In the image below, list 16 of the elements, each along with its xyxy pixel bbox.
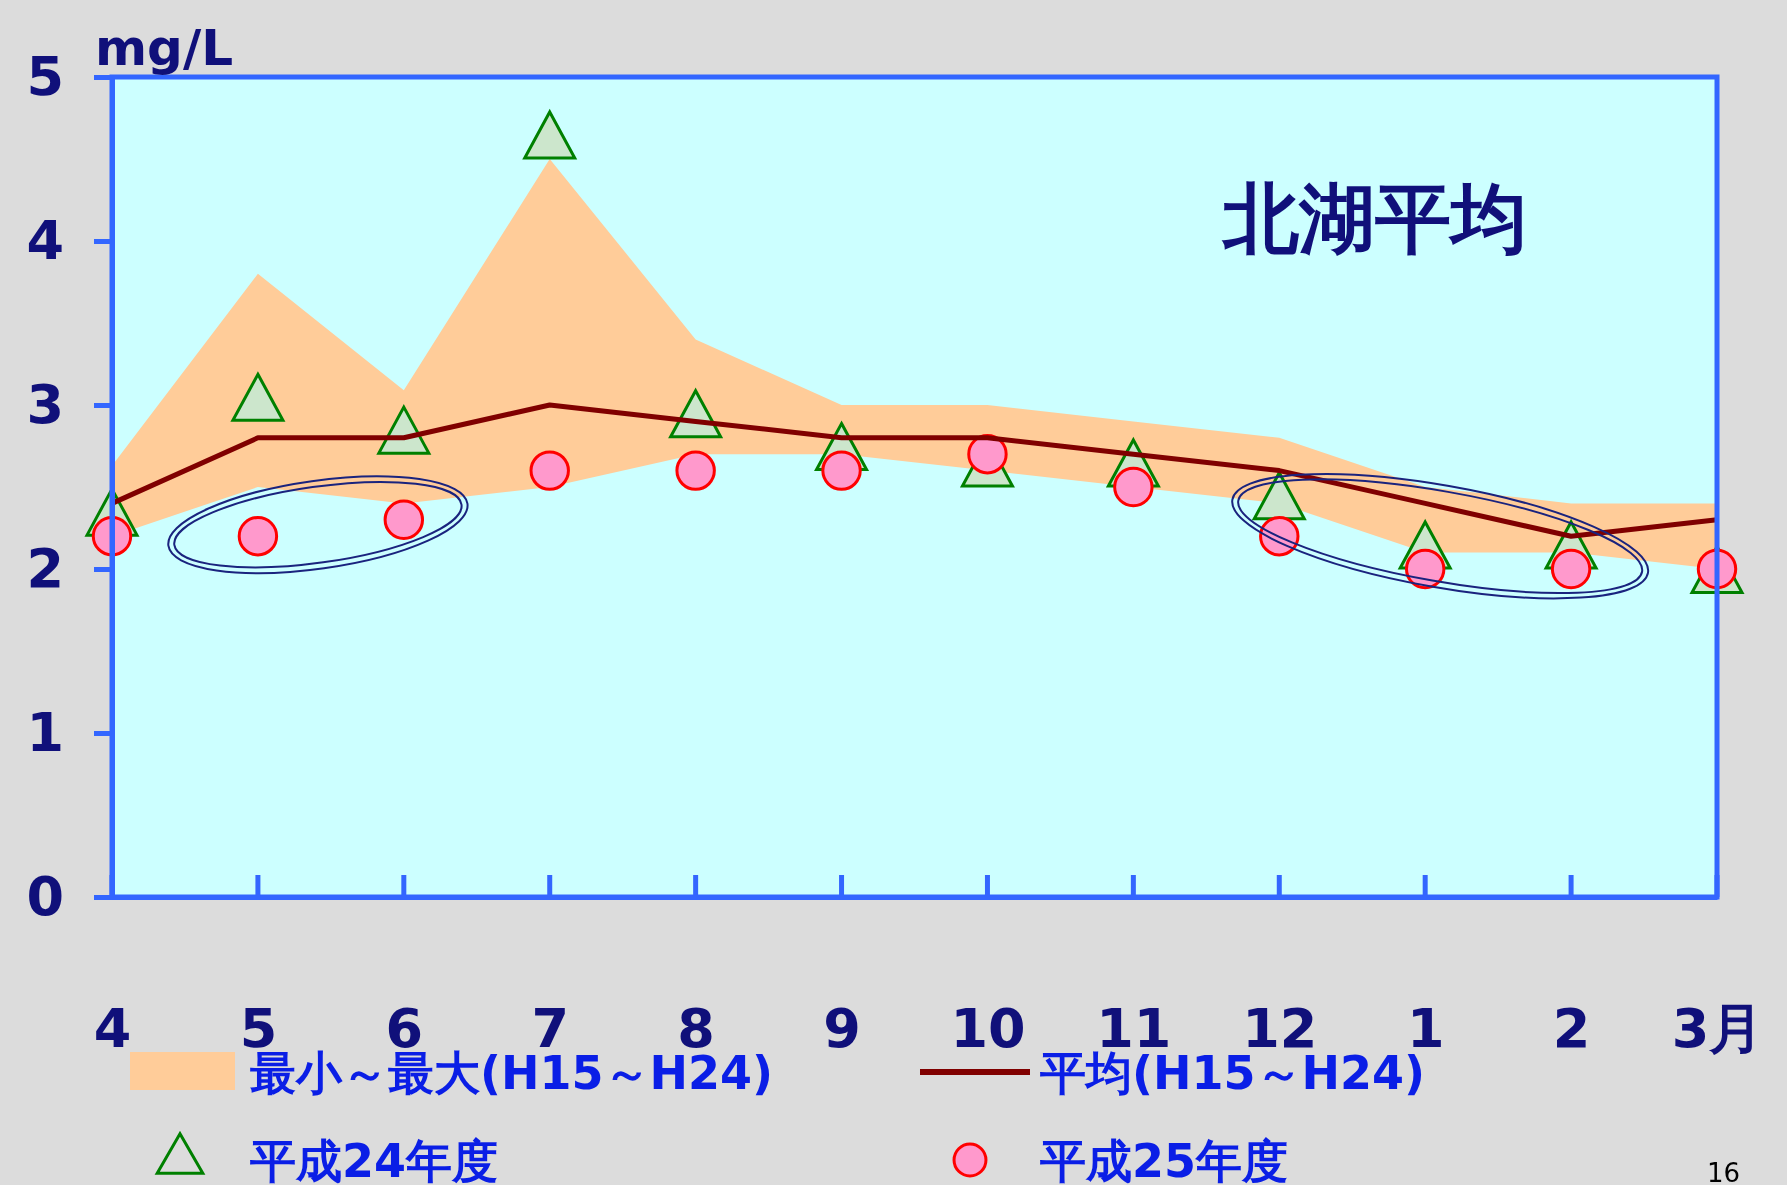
legend-label: 平成24年度: [250, 1133, 499, 1185]
y-tick-label: 3: [26, 372, 64, 436]
y-tick-label: 2: [26, 536, 64, 600]
y-axis-title: mg/L: [95, 19, 234, 77]
x-tick-label: 4: [93, 997, 132, 1061]
y-tick-label: 4: [26, 208, 64, 272]
x-tick-label: 2: [1552, 997, 1591, 1061]
text: 16: [1706, 1158, 1740, 1185]
x-tick-label: 9: [823, 997, 861, 1061]
y-tick-label: 1: [26, 700, 64, 764]
y-tick-label: 5: [26, 44, 64, 108]
x-tick-label: 3月: [1671, 997, 1764, 1061]
x-tick-label: 10: [950, 997, 1026, 1061]
y-tick-label: 0: [26, 864, 64, 928]
text: 北湖平均: [1221, 174, 1527, 263]
legend-label: 平成25年度: [1040, 1133, 1289, 1185]
